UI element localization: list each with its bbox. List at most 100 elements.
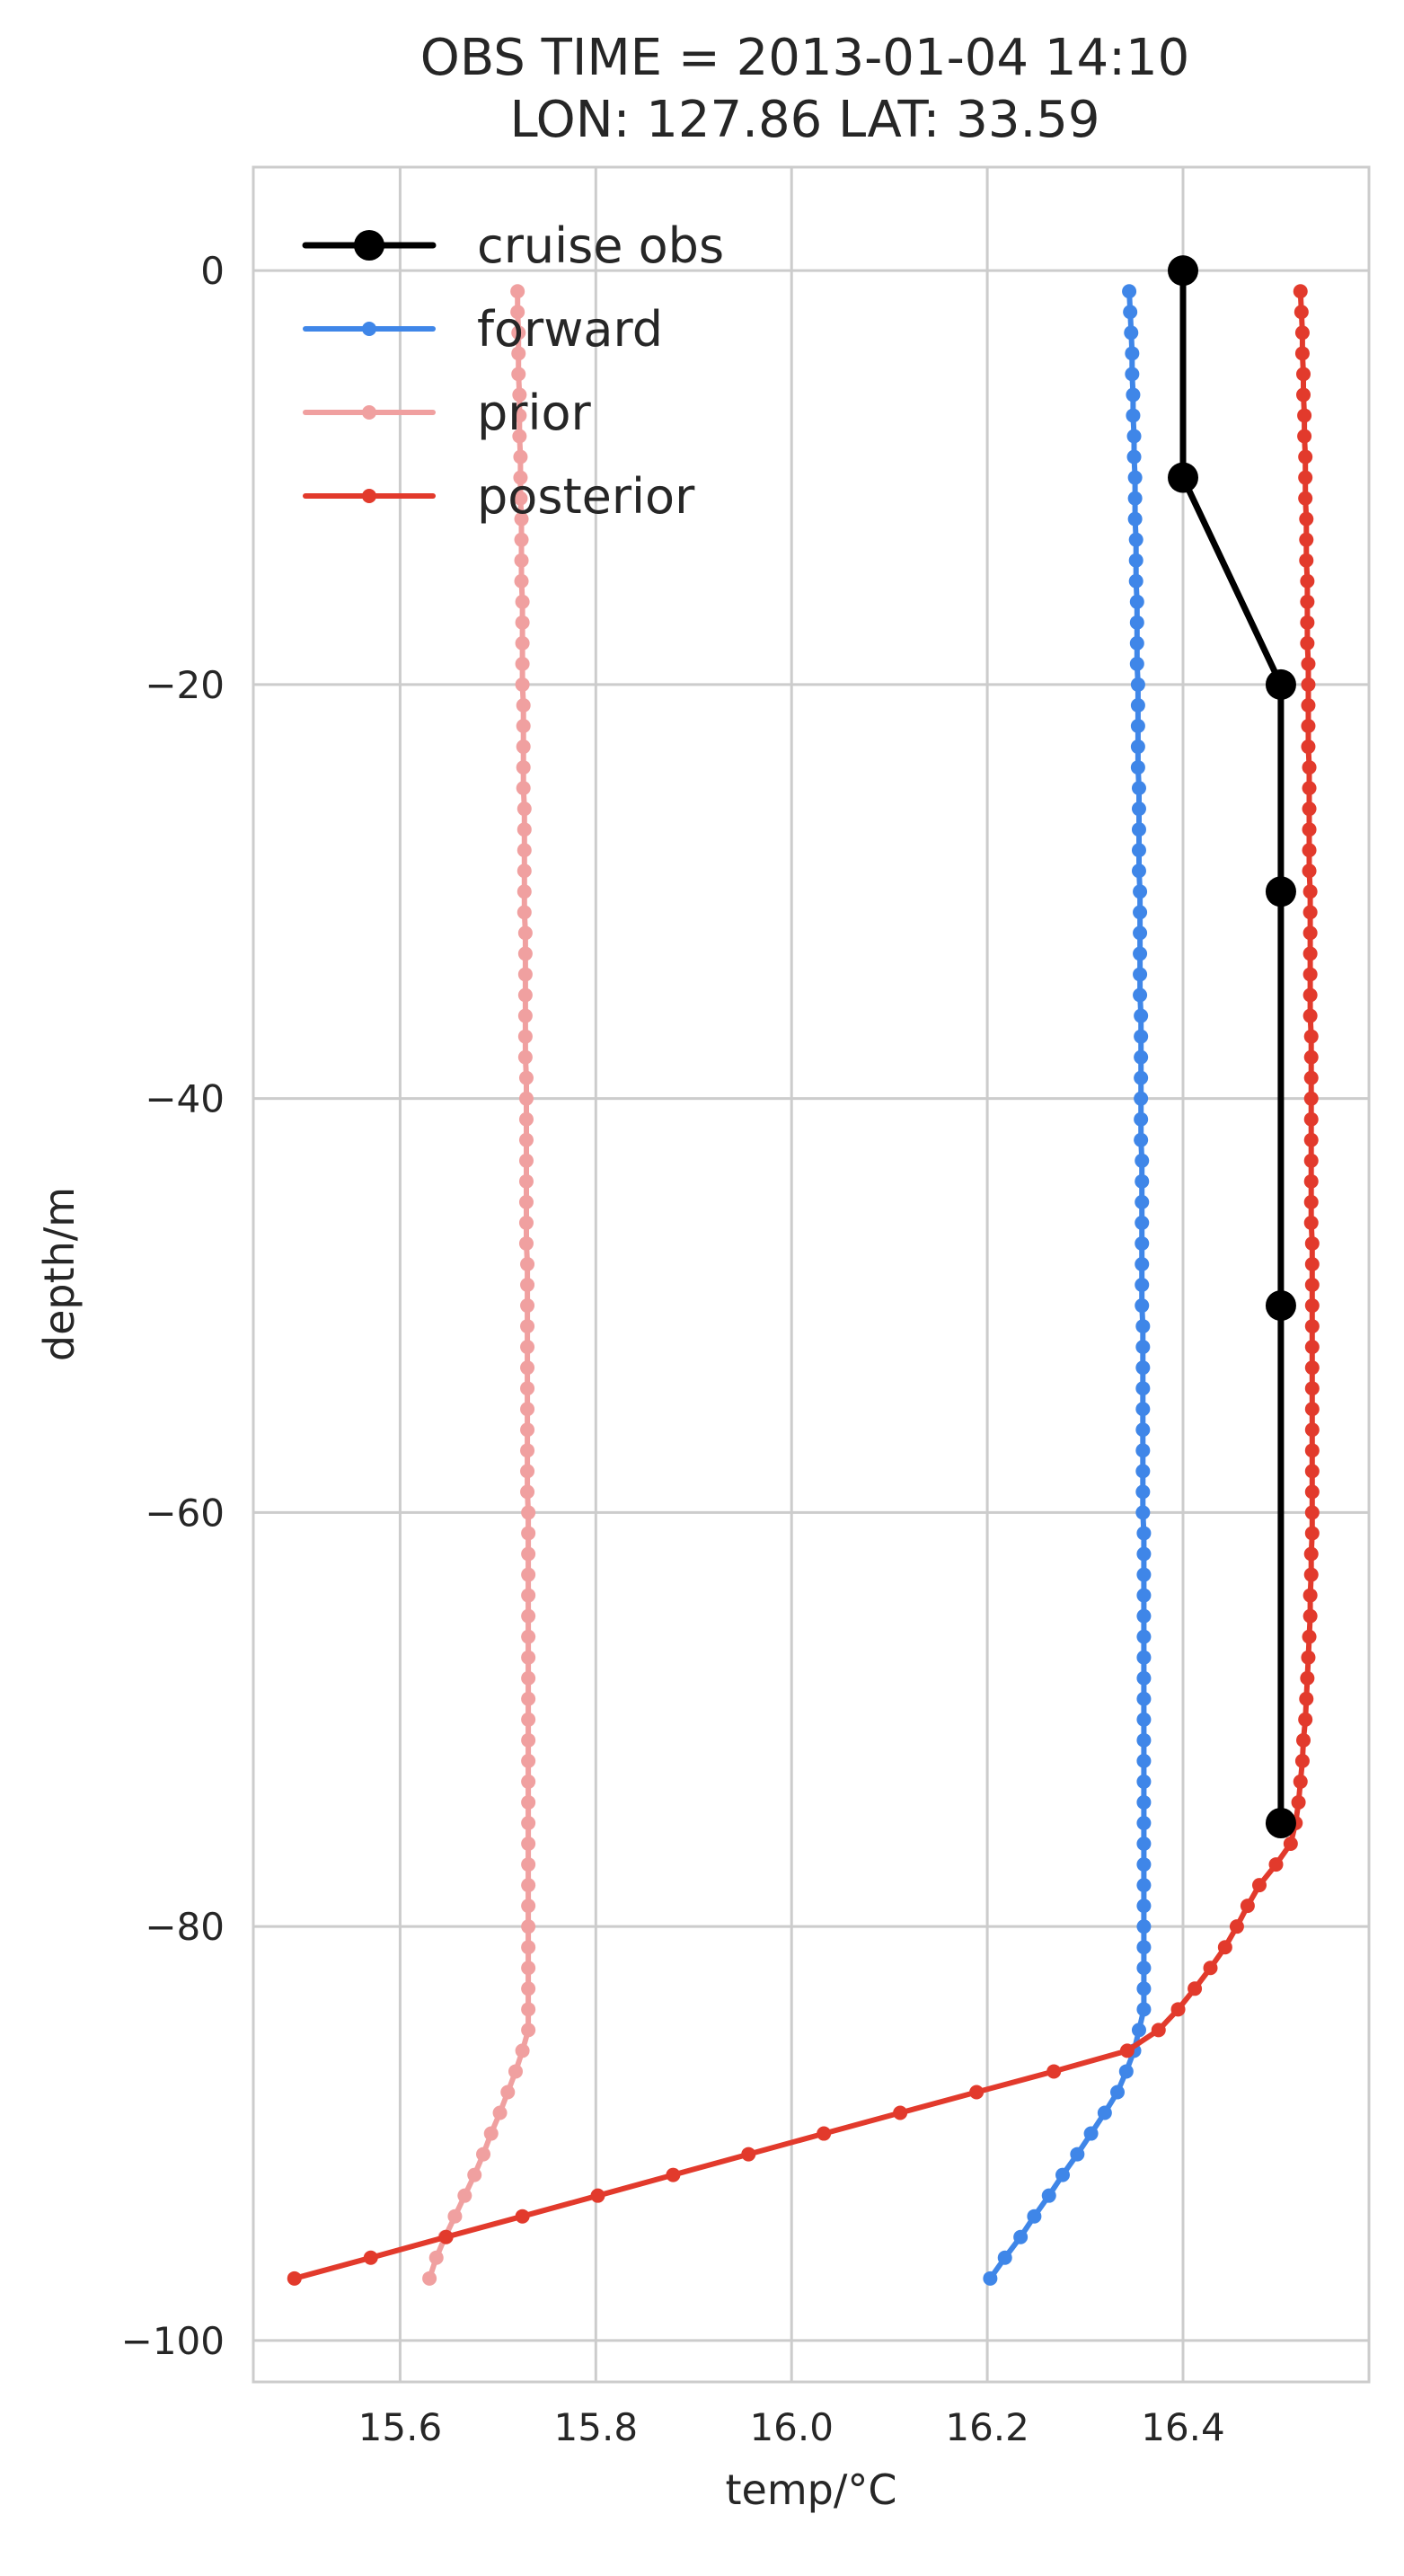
series-prior xyxy=(422,284,536,2286)
data-point-posterior xyxy=(1046,2064,1062,2079)
data-point-posterior xyxy=(1304,1464,1320,1479)
data-point-posterior xyxy=(1298,1712,1313,1727)
legend-entry-posterior: posterior xyxy=(303,468,695,525)
data-point-cruise-obs xyxy=(1265,668,1296,700)
data-point-forward xyxy=(1136,1857,1152,1872)
data-point-forward xyxy=(1130,760,1145,775)
data-point-prior xyxy=(520,1340,535,1355)
data-point-posterior xyxy=(1299,1691,1314,1706)
data-point-prior xyxy=(521,1753,536,1768)
data-point-forward xyxy=(1129,594,1144,609)
series-cruise-obs xyxy=(1168,255,1296,1838)
data-point-prior xyxy=(521,1794,536,1810)
data-point-posterior xyxy=(1304,1278,1320,1293)
data-point-prior xyxy=(510,305,525,320)
x-tick-label: 15.6 xyxy=(358,2405,443,2449)
data-point-forward xyxy=(1127,470,1143,485)
data-point-posterior xyxy=(1302,1608,1318,1624)
data-point-prior xyxy=(521,1505,536,1520)
data-point-forward xyxy=(1133,925,1148,941)
data-point-forward xyxy=(1129,656,1144,671)
data-point-posterior xyxy=(1301,1650,1316,1665)
data-point-prior xyxy=(513,470,528,485)
data-point-prior xyxy=(512,408,527,423)
data-point-posterior xyxy=(1304,1256,1320,1271)
data-point-prior xyxy=(521,1899,536,1914)
data-point-forward xyxy=(1136,2002,1152,2017)
legend-entry-cruise-obs: cruise obs xyxy=(302,217,724,274)
data-point-forward xyxy=(1124,325,1139,341)
data-point-forward xyxy=(1131,863,1146,879)
data-point-forward xyxy=(1135,1153,1150,1168)
data-point-prior xyxy=(515,2043,530,2058)
data-point-forward xyxy=(1134,1029,1149,1044)
data-point-prior xyxy=(521,1691,536,1706)
data-point-prior xyxy=(521,2002,536,2017)
data-point-posterior xyxy=(1251,1878,1267,1893)
data-point-prior xyxy=(517,863,532,879)
data-point-prior xyxy=(513,449,528,465)
legend-label-prior: prior xyxy=(477,385,592,441)
data-point-posterior xyxy=(1296,367,1311,382)
data-point-forward xyxy=(1131,822,1146,837)
data-point-prior xyxy=(518,1111,534,1127)
data-point-prior xyxy=(516,739,531,755)
data-point-posterior xyxy=(1299,532,1314,547)
x-tick-label: 16.0 xyxy=(749,2405,834,2449)
data-point-forward xyxy=(1130,677,1145,692)
data-point-posterior xyxy=(1291,1794,1306,1810)
data-point-forward xyxy=(1135,1381,1151,1396)
legend-entry-prior: prior xyxy=(303,385,592,441)
data-point-posterior xyxy=(1303,1049,1319,1065)
data-point-forward xyxy=(1136,1732,1152,1748)
data-point-posterior xyxy=(893,2105,908,2120)
data-point-posterior xyxy=(1301,719,1316,734)
data-point-posterior xyxy=(1119,2043,1135,2058)
data-point-prior xyxy=(521,1670,536,1686)
x-tick-label: 15.8 xyxy=(554,2405,639,2449)
data-point-posterior xyxy=(1203,1961,1218,1976)
data-point-posterior xyxy=(1300,1670,1315,1686)
data-point-prior xyxy=(518,1173,534,1189)
data-point-posterior xyxy=(438,2229,454,2244)
data-point-forward xyxy=(1136,1940,1152,1955)
data-point-prior xyxy=(518,1235,534,1251)
data-point-posterior xyxy=(1298,449,1313,465)
data-point-prior xyxy=(521,1567,536,1582)
data-point-prior xyxy=(515,615,530,630)
data-point-prior xyxy=(518,1153,534,1168)
data-point-forward xyxy=(1136,1794,1152,1810)
data-point-forward xyxy=(1134,1070,1149,1085)
data-point-forward xyxy=(1135,1340,1151,1355)
data-point-forward xyxy=(1128,573,1144,589)
data-point-forward xyxy=(1133,905,1148,920)
data-point-posterior xyxy=(1297,429,1312,444)
data-point-forward xyxy=(1125,367,1140,382)
data-point-posterior xyxy=(1304,1484,1320,1500)
data-point-forward xyxy=(1136,1546,1152,1562)
legend-label-posterior: posterior xyxy=(477,468,695,525)
data-point-prior xyxy=(512,387,527,403)
data-point-posterior xyxy=(1294,305,1309,320)
data-point-forward xyxy=(1129,635,1144,651)
data-point-prior xyxy=(514,532,529,547)
data-point-prior xyxy=(520,1360,535,1376)
data-point-posterior xyxy=(1304,1443,1320,1458)
data-point-forward xyxy=(1134,1132,1149,1147)
data-point-posterior xyxy=(1302,1008,1318,1023)
data-point-prior xyxy=(517,987,533,1003)
data-point-posterior xyxy=(969,2085,985,2100)
data-point-posterior xyxy=(1303,1215,1319,1230)
data-point-forward xyxy=(1134,1008,1149,1023)
data-point-posterior xyxy=(1298,470,1313,485)
data-point-prior xyxy=(521,1919,536,1934)
data-point-cruise-obs xyxy=(1265,1290,1296,1322)
data-point-prior xyxy=(508,2064,523,2079)
data-point-prior xyxy=(520,1422,535,1438)
data-point-forward xyxy=(1126,387,1141,403)
data-point-posterior xyxy=(1297,408,1312,423)
data-point-prior xyxy=(521,1588,536,1603)
data-point-prior xyxy=(520,1319,535,1334)
